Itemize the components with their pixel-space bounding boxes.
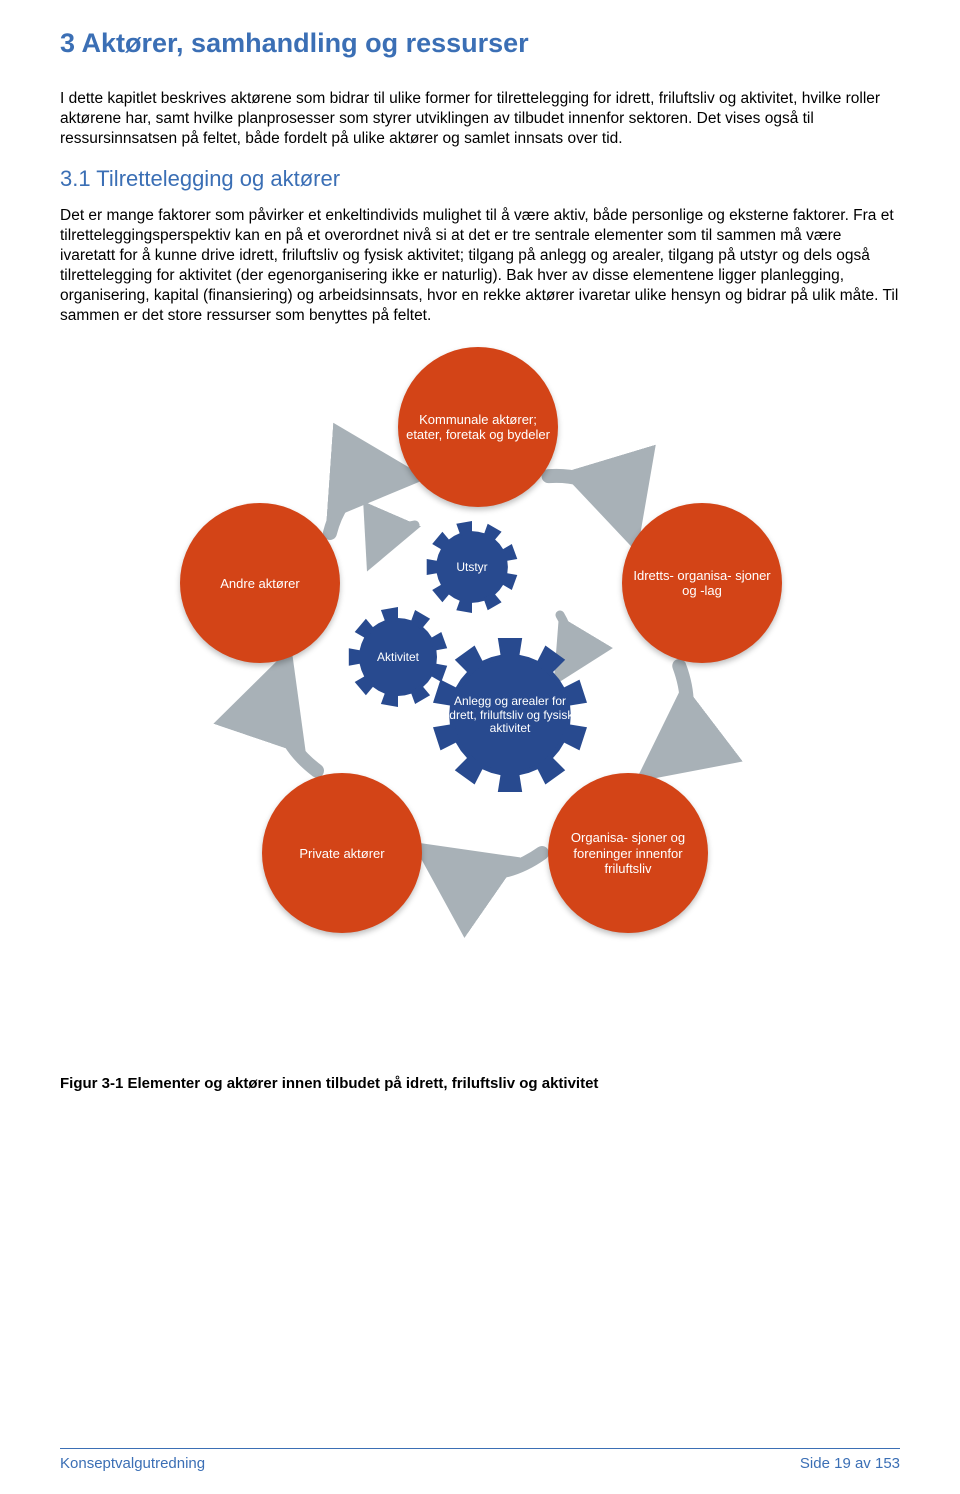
outer-node-organisa: Organisa- sjoner og foreninger innenfor … [548,773,708,933]
gear-utstyr: Utstyr [426,521,518,613]
outer-node-andre: Andre aktører [180,503,340,663]
footer-right: Side 19 av 153 [800,1455,900,1472]
gear-anlegg: Anlegg og arealer for idrett, friluftsli… [432,637,588,793]
body-paragraph: Det er mange faktorer som påvirker et en… [60,206,900,325]
gear-label-utstyr: Utstyr [426,521,518,613]
footer-left: Konseptvalgutredning [60,1455,205,1472]
heading-2: 3.1 Tilrettelegging og aktører [60,166,900,192]
page: 3 Aktører, samhandling og ressurser I de… [0,0,960,1494]
outer-node-kommunale: Kommunale aktører; etater, foretak og by… [398,347,558,507]
gear-label-anlegg: Anlegg og arealer for idrett, friluftsli… [432,637,588,793]
actors-diagram: Kommunale aktører; etater, foretak og by… [160,345,800,985]
outer-node-private: Private aktører [262,773,422,933]
outer-node-idretts: Idretts- organisa- sjoner og -lag [622,503,782,663]
page-footer: Konseptvalgutredning Side 19 av 153 [60,1448,900,1472]
footer-row: Konseptvalgutredning Side 19 av 153 [60,1455,900,1472]
footer-rule [60,1448,900,1449]
intro-paragraph: I dette kapitlet beskrives aktørene som … [60,89,900,148]
heading-1: 3 Aktører, samhandling og ressurser [60,28,900,59]
figure-caption: Figur 3-1 Elementer og aktører innen til… [60,1075,900,1092]
